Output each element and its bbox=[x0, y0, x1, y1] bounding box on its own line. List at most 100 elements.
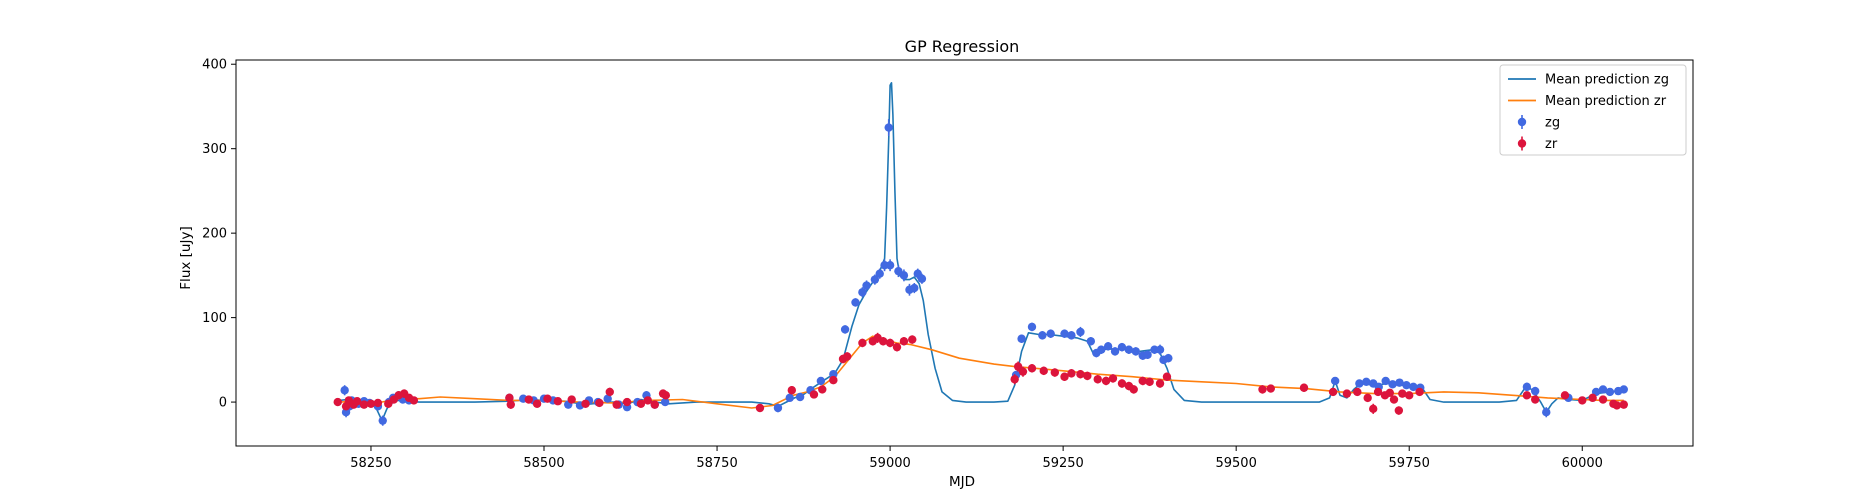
marker bbox=[917, 274, 927, 283]
marker bbox=[1038, 331, 1047, 340]
marker bbox=[1612, 401, 1622, 410]
marker bbox=[892, 342, 902, 352]
marker bbox=[636, 399, 646, 408]
data-point bbox=[829, 375, 838, 385]
data-point bbox=[378, 415, 387, 426]
data-point bbox=[1164, 353, 1173, 363]
data-point bbox=[773, 403, 783, 413]
marker bbox=[1129, 385, 1138, 394]
marker bbox=[581, 399, 590, 408]
marker bbox=[1076, 327, 1085, 337]
marker bbox=[366, 399, 376, 408]
marker bbox=[1405, 391, 1414, 400]
marker bbox=[858, 338, 867, 348]
data-point bbox=[1530, 386, 1540, 396]
marker bbox=[809, 390, 819, 399]
marker bbox=[870, 275, 880, 284]
data-point bbox=[1018, 366, 1028, 377]
data-point bbox=[1409, 382, 1418, 392]
marker bbox=[1050, 368, 1060, 377]
data-point bbox=[340, 385, 349, 396]
marker bbox=[1258, 385, 1267, 394]
data-point bbox=[1598, 385, 1608, 394]
marker bbox=[885, 261, 895, 270]
data-point bbox=[1612, 401, 1622, 410]
data-point bbox=[809, 390, 819, 399]
marker bbox=[409, 396, 419, 405]
data-point bbox=[605, 387, 614, 397]
marker bbox=[340, 386, 349, 395]
x-tick-label: 59000 bbox=[869, 456, 910, 471]
x-axis-label: MJD bbox=[949, 474, 975, 490]
x-tick-label: 60000 bbox=[1562, 456, 1603, 471]
data-point bbox=[1145, 377, 1154, 387]
marker bbox=[532, 399, 542, 408]
marker bbox=[842, 352, 852, 361]
data-point bbox=[787, 386, 797, 395]
x-tick-label: 59750 bbox=[1389, 456, 1430, 471]
marker bbox=[1389, 395, 1399, 404]
data-point bbox=[352, 397, 362, 406]
data-point bbox=[858, 287, 867, 298]
marker bbox=[1083, 371, 1092, 381]
marker bbox=[1093, 375, 1102, 384]
marker bbox=[1138, 376, 1147, 386]
legend-label: Mean prediction zg bbox=[1545, 73, 1669, 88]
data-point bbox=[910, 282, 919, 294]
marker bbox=[1155, 379, 1165, 388]
marker bbox=[1124, 345, 1134, 354]
data-point bbox=[1578, 396, 1587, 405]
marker bbox=[661, 391, 671, 400]
data-point bbox=[636, 399, 646, 408]
marker bbox=[1155, 345, 1165, 354]
data-point bbox=[755, 403, 765, 413]
marker bbox=[1018, 367, 1028, 376]
data-point bbox=[1605, 387, 1615, 397]
marker bbox=[359, 400, 369, 409]
data-point bbox=[622, 397, 632, 407]
marker bbox=[829, 370, 838, 379]
data-point bbox=[840, 325, 850, 334]
data-point bbox=[567, 395, 576, 404]
data-point bbox=[878, 337, 888, 346]
data-point bbox=[1299, 383, 1309, 392]
marker bbox=[553, 397, 563, 406]
data-point bbox=[851, 298, 860, 307]
data-point bbox=[1598, 395, 1608, 404]
data-point bbox=[1093, 375, 1102, 384]
marker bbox=[1363, 393, 1372, 403]
data-point bbox=[373, 398, 383, 408]
marker bbox=[1131, 347, 1141, 356]
legend-entry: zr bbox=[1517, 136, 1558, 152]
marker bbox=[1110, 347, 1120, 356]
marker bbox=[818, 385, 827, 394]
data-point bbox=[1060, 372, 1069, 381]
data-point bbox=[1117, 342, 1127, 352]
marker bbox=[1027, 322, 1037, 332]
data-point bbox=[1162, 372, 1172, 381]
marker bbox=[1381, 376, 1390, 386]
legend-entry: Mean prediction zr bbox=[1508, 94, 1667, 109]
marker bbox=[1067, 369, 1076, 378]
marker bbox=[885, 338, 895, 348]
marker bbox=[1373, 387, 1383, 397]
legend-marker-swatch bbox=[1517, 117, 1527, 127]
marker bbox=[622, 397, 632, 407]
data-point bbox=[603, 394, 612, 403]
marker bbox=[524, 395, 533, 404]
data-point bbox=[795, 392, 805, 402]
marker bbox=[829, 375, 838, 385]
data-point bbox=[1619, 400, 1628, 409]
marker bbox=[1067, 331, 1076, 340]
marker bbox=[543, 394, 552, 403]
marker bbox=[1395, 378, 1404, 387]
legend: Mean prediction zg Mean prediction zr zg zr bbox=[1499, 64, 1687, 156]
data-point bbox=[1060, 329, 1069, 338]
plot-area bbox=[333, 82, 1628, 426]
data-point bbox=[409, 396, 419, 405]
marker bbox=[1010, 375, 1019, 384]
marker bbox=[1164, 353, 1173, 363]
data-point bbox=[1131, 347, 1141, 356]
data-point bbox=[1619, 385, 1628, 394]
